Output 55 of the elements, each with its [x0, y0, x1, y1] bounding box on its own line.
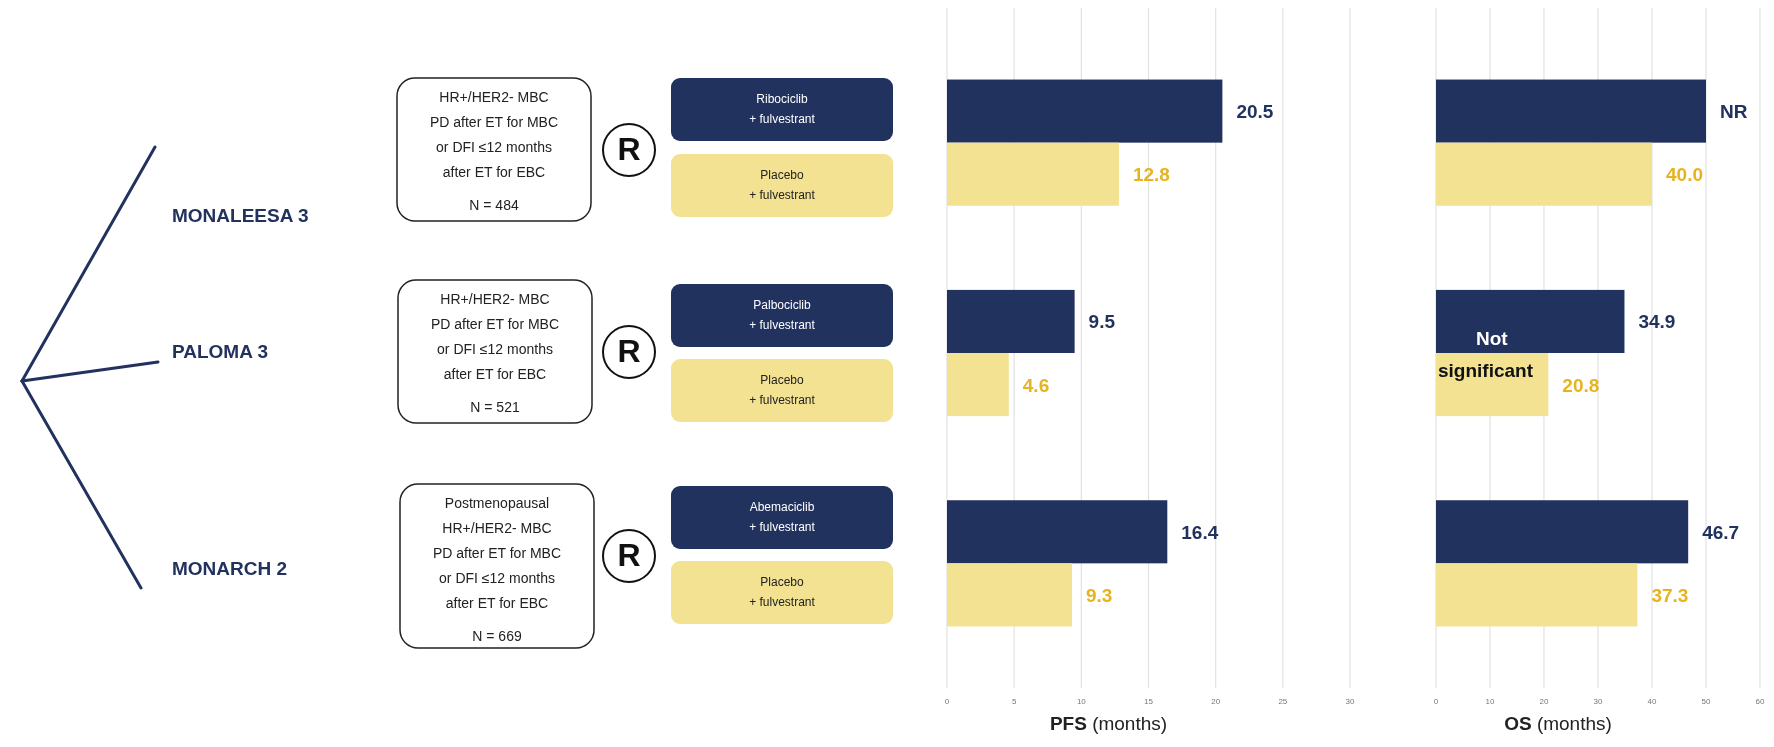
- data-label: 40.0: [1666, 164, 1703, 186]
- x-tick-label: 20: [1211, 697, 1221, 706]
- bar: [947, 353, 1009, 417]
- text: Palbociclib + fulvestrant: [749, 298, 816, 332]
- text: R: [617, 131, 641, 168]
- x-tick-label: 30: [1593, 697, 1603, 706]
- text: Postmenopausal HR+/HER2- MBC PD after ET for MBC or DFI ≤12 months after ET for EBC N = 669: [432, 495, 562, 644]
- data-label: NR: [1720, 101, 1748, 123]
- data-label: 20.5: [1236, 101, 1274, 123]
- data-label: 9.3: [1085, 584, 1113, 606]
- text: HR+/HER2- MBC PD after ET for MBC or DFI ≤12 months after ET for EBC N = 521: [430, 291, 560, 415]
- x-tick-label: 15: [1144, 697, 1154, 706]
- x-tick-label: 0: [1433, 697, 1439, 706]
- x-tick-label: 0: [944, 697, 950, 706]
- text: Placebo + fulvestrant: [749, 373, 816, 407]
- bar: [947, 563, 1072, 627]
- x-tick-label: 5: [1011, 697, 1017, 706]
- text: HR+/HER2- MBC PD after ET for MBC or DFI ≤12 months after ET for EBC N = 484: [429, 89, 559, 213]
- text: MONARCH 2: [172, 558, 288, 580]
- x-axis-title: OS (months): [1504, 713, 1612, 734]
- x-axis-title: PFS (months): [1049, 713, 1168, 734]
- text: PALOMA 3: [172, 341, 269, 363]
- x-tick-label: 20: [1539, 697, 1549, 706]
- x-tick-label: 50: [1701, 697, 1711, 706]
- data-label: 34.9: [1638, 311, 1676, 333]
- text: MONALEESA 3: [172, 205, 309, 227]
- data-label: 20.8: [1562, 374, 1600, 396]
- bar: [947, 289, 1075, 353]
- data-label: 37.3: [1651, 584, 1689, 606]
- data-label: 4.6: [1022, 374, 1050, 396]
- text: R: [617, 333, 641, 370]
- bar: [1436, 289, 1625, 353]
- annotation: Not significant: [1438, 328, 1534, 381]
- bar: [947, 79, 1223, 143]
- x-tick-label: 30: [1345, 697, 1355, 706]
- text: Placebo + fulvestrant: [749, 168, 816, 202]
- bar: [1436, 142, 1652, 206]
- bar: [947, 142, 1119, 206]
- x-tick-label: 10: [1076, 697, 1087, 706]
- text: R: [617, 537, 641, 574]
- data-label: 12.8: [1132, 164, 1170, 186]
- text: Abemaciclib + fulvestrant: [749, 500, 816, 534]
- x-tick-label: 60: [1755, 697, 1765, 706]
- data-label: 46.7: [1702, 521, 1740, 543]
- data-label: 16.4: [1181, 521, 1219, 543]
- x-tick-label: 40: [1647, 697, 1657, 706]
- bar: [947, 500, 1168, 564]
- text: Ribociclib + fulvestrant: [749, 92, 816, 126]
- data-label: 9.5: [1088, 311, 1116, 333]
- bar: [1436, 563, 1638, 627]
- text: Placebo + fulvestrant: [749, 575, 816, 609]
- bar: [1436, 500, 1689, 564]
- bar: [1436, 79, 1706, 143]
- x-tick-label: 25: [1278, 697, 1288, 706]
- x-tick-label: 10: [1485, 697, 1495, 706]
